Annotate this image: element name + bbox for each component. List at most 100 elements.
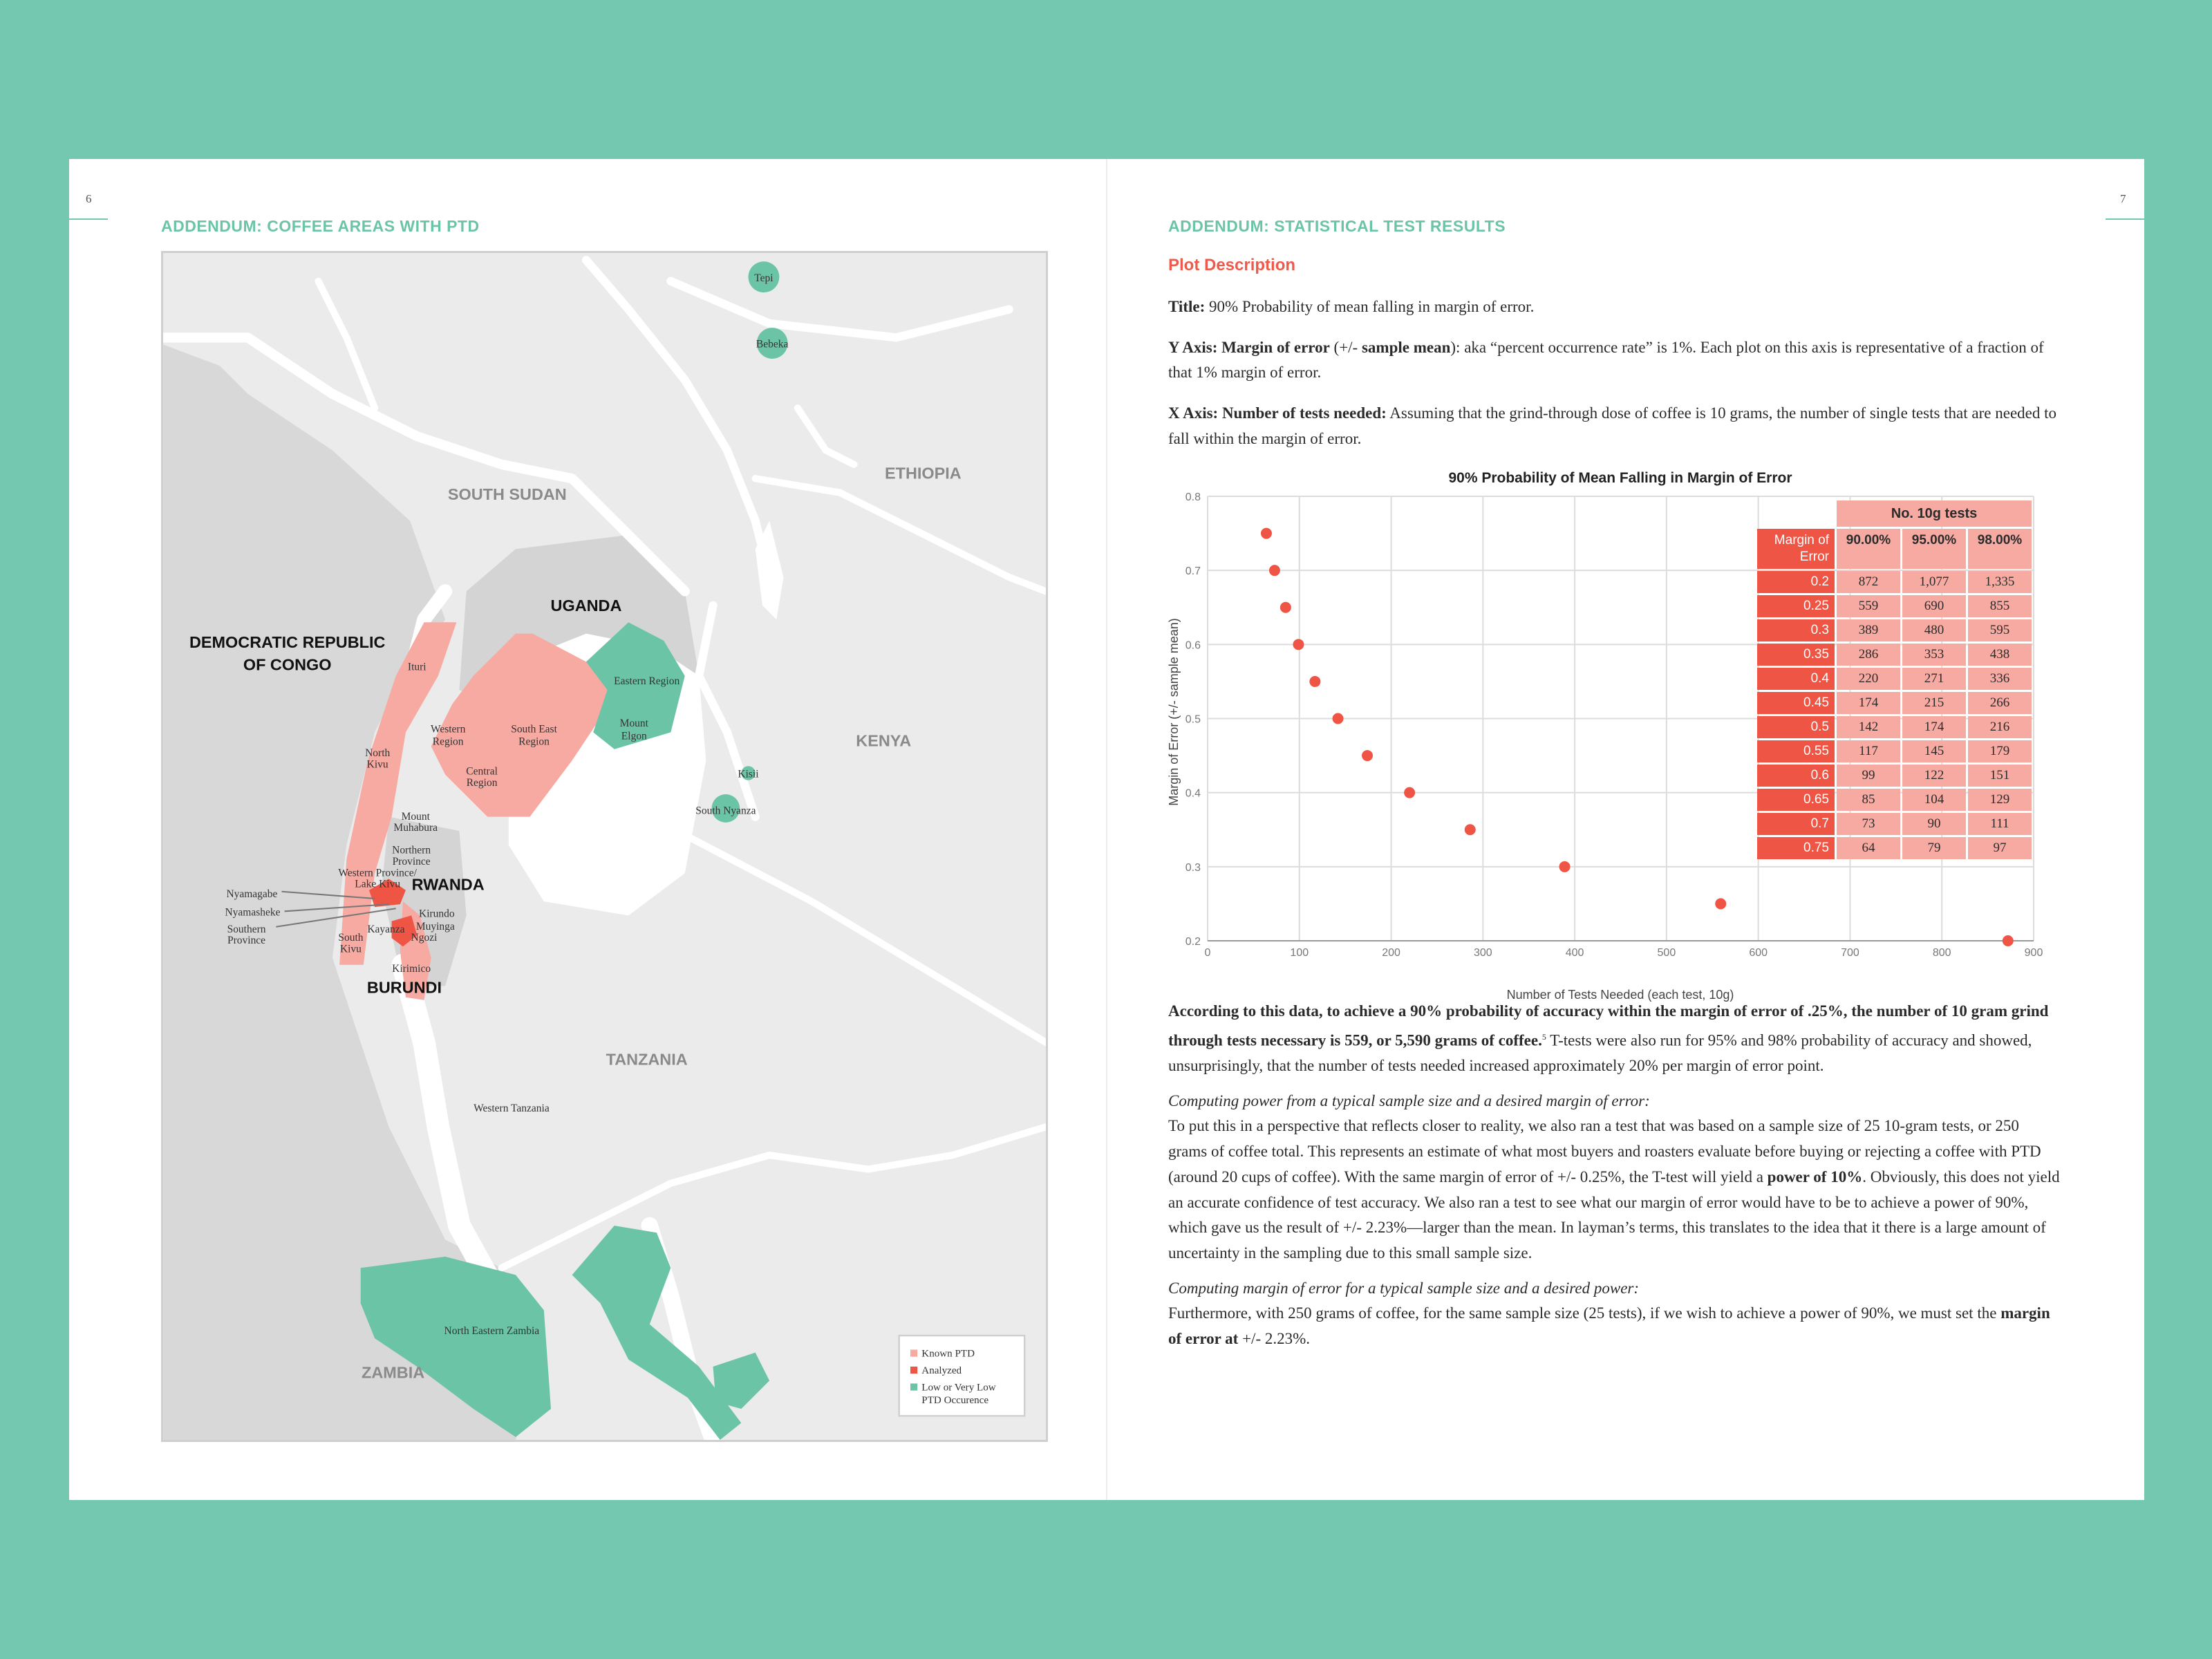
region-label: Kirundo (419, 908, 455, 919)
country-label: SOUTH SUDAN (448, 485, 567, 503)
drc-region (163, 344, 544, 1440)
value-cell: 438 (1968, 644, 2032, 666)
data-point (1362, 750, 1374, 762)
region-label: Muhabura (393, 822, 438, 834)
map-legend: Known PTD Analyzed Low or Very Low PTD O… (898, 1334, 1026, 1417)
region-label: Nyamasheke (225, 906, 281, 918)
page-number-rule (69, 218, 108, 220)
paragraph: Furthermore, with 250 grams of coffee, f… (1168, 1301, 2060, 1351)
value-cell: 145 (1902, 740, 1966, 762)
margin-cell: 0.3 (1757, 619, 1835, 641)
data-point (1268, 565, 1280, 577)
right-page: 7 ADDENDUM: STATISTICAL TEST RESULTS Plo… (1106, 159, 2144, 1500)
x-tick-label: 0 (1205, 947, 1211, 959)
table-row: 0.4 220 271 336 (1757, 668, 2032, 690)
value-cell: 216 (1968, 716, 2032, 738)
value-cell: 286 (1837, 644, 1900, 666)
region-label: Region (433, 736, 464, 748)
x-tick-label: 400 (1566, 947, 1584, 959)
value-cell: 111 (1968, 813, 2032, 835)
value-cell: 266 (1968, 692, 2032, 714)
paragraph: According to this data, to achieve a 90%… (1168, 999, 2060, 1079)
data-point (2002, 935, 2014, 946)
map-graphic: SOUTH SUDAN ETHIOPIA UGANDA DEMOCRATIC R… (163, 253, 1046, 1440)
legend-label: Low or Very Low (921, 1382, 995, 1394)
label: Title: (1168, 298, 1206, 315)
text: Assuming that the grind-through dose of … (1168, 404, 2057, 447)
country-label: KENYA (856, 732, 911, 750)
margin-cell: 0.5 (1757, 716, 1835, 738)
data-point (1293, 639, 1304, 650)
value-cell: 104 (1902, 789, 1966, 811)
value-cell: 353 (1902, 644, 1966, 666)
x-tick-label: 600 (1749, 947, 1768, 959)
region-label: Province (393, 856, 431, 868)
text: T-tests were also run for 95% and 98% pr… (1168, 1031, 2032, 1075)
value-cell: 85 (1837, 789, 1900, 811)
region-label: Central (466, 766, 498, 778)
value-cell: 220 (1837, 668, 1900, 690)
value-cell: 90 (1902, 813, 1966, 835)
y-axis-label: Margin of Error (+/- sample mean) (1167, 618, 1181, 806)
group-header: No. 10g tests (1837, 500, 2032, 527)
text: (+/- (1329, 338, 1362, 356)
country-labels: SOUTH SUDAN ETHIOPIA UGANDA DEMOCRATIC R… (189, 464, 962, 1381)
legend-swatch-known (910, 1349, 918, 1357)
margin-cell: 0.7 (1757, 813, 1835, 835)
value-cell: 79 (1902, 837, 1966, 859)
low-ptd-areas (360, 261, 788, 1440)
text: aka “percent occurrence rate” is 1%. Eac… (1168, 338, 2044, 382)
value-cell: 151 (1968, 765, 2032, 787)
value-cell: 215 (1902, 692, 1966, 714)
data-points (1260, 527, 2014, 946)
table-row: 0.55 117 145 179 (1757, 740, 2032, 762)
data-point (1280, 601, 1291, 613)
x-axis-description: X Axis: Number of tests needed: Assuming… (1168, 401, 2060, 451)
data-point (1332, 713, 1344, 724)
results-table: No. 10g tests Margin of Error 90.00% 95.… (1755, 498, 2034, 861)
footnote-ref[interactable]: 5 (1541, 1031, 1546, 1042)
country-label: UGANDA (551, 597, 622, 615)
value-cell: 480 (1902, 619, 1966, 641)
region-label: North Eastern Zambia (444, 1325, 540, 1337)
legend-swatch-analyzed (910, 1366, 918, 1374)
region-label: Nyamagabe (226, 888, 277, 900)
plot-description: Title: 90% Probability of mean falling i… (1168, 294, 2060, 452)
value-cell: 1,335 (1968, 571, 2032, 593)
x-tick-label: 100 (1290, 947, 1309, 959)
margin-cell: 0.75 (1757, 837, 1835, 859)
rivers (163, 256, 1046, 1440)
table-row: 0.6 99 122 151 (1757, 765, 2032, 787)
chart-title: 90% Probability of Mean Falling in Margi… (1448, 470, 1792, 486)
subheading: Computing margin of error for a typical … (1168, 1279, 1640, 1297)
x-tick-label: 200 (1382, 947, 1400, 959)
data-point (1309, 675, 1321, 687)
page-number: 6 (86, 192, 92, 205)
x-tick-label: 700 (1841, 947, 1859, 959)
y-tick-label: 0.5 (1185, 714, 1201, 726)
data-point (1559, 861, 1571, 872)
region-label: Tepi (754, 272, 773, 284)
region-label: Kisii (738, 769, 758, 780)
value-cell: 336 (1968, 668, 2032, 690)
value-cell: 1,077 (1902, 571, 1966, 593)
legend-label: Known PTD (921, 1349, 975, 1360)
bold-text: According to this data, to achieve a 90%… (1168, 1002, 2049, 1049)
value-cell: 64 (1837, 837, 1900, 859)
country-label: BURUNDI (367, 979, 442, 997)
leader-lines (276, 890, 396, 928)
value-cell: 179 (1968, 740, 2032, 762)
value-cell: 117 (1837, 740, 1900, 762)
region-label: South (338, 932, 363, 944)
x-axis-label: Number of Tests Needed (each test, 10g) (1507, 988, 1734, 1002)
region-label: South Nyanza (695, 805, 756, 817)
column-header: 95.00% (1902, 529, 1966, 569)
value-cell: 595 (1968, 619, 2032, 641)
region-label: Western Tanzania (474, 1103, 550, 1114)
margin-cell: 0.65 (1757, 789, 1835, 811)
margin-cell: 0.2 (1757, 571, 1835, 593)
x-tick-label: 300 (1474, 947, 1492, 959)
x-tick-label: 900 (2025, 947, 2043, 959)
value-cell: 389 (1837, 619, 1900, 641)
region-labels: Tepi Bebeka Ituri Eastern Region Western… (225, 272, 789, 1337)
